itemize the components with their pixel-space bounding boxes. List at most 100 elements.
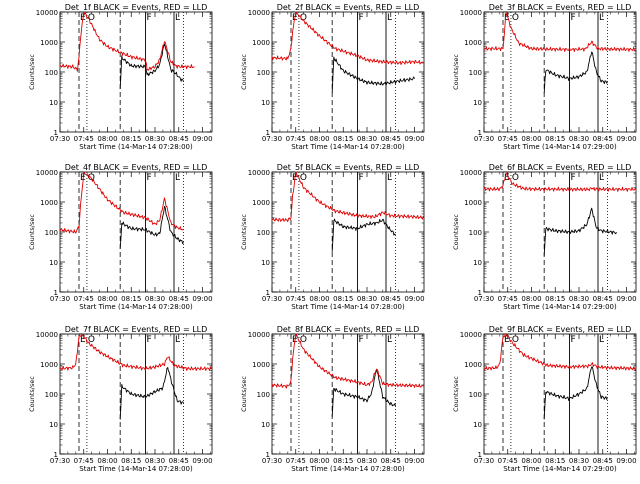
y-tick-label: 10000	[460, 9, 482, 17]
series-group	[272, 172, 424, 252]
chart-panel: Det_2f BLACK = Events, RED = LLD 1 10 100 10…	[240, 3, 425, 151]
x-tick-label: 08:00	[521, 135, 541, 143]
x-tick-label: 08:30	[569, 135, 589, 143]
y-axis-label: Counts/sec	[452, 54, 460, 90]
x-tick-label: 08:15	[121, 457, 141, 465]
plot-frame	[271, 333, 425, 455]
x-tick-label: 09:00	[616, 457, 636, 465]
x-tick-label: 07:45	[498, 295, 518, 303]
chart-title: Det_6f BLACK = Events, RED = LLD	[489, 163, 632, 172]
events-series-line	[331, 218, 396, 252]
plot-frame	[59, 171, 213, 293]
x-tick-label: 08:45	[169, 295, 189, 303]
series-group	[60, 334, 212, 420]
y-tick-label: 1000	[464, 199, 482, 207]
series-group	[272, 12, 424, 93]
x-tick-label: 08:30	[357, 295, 377, 303]
y-axis-label: Counts/sec	[452, 376, 460, 412]
x-tick-label: 08:45	[381, 457, 401, 465]
marker-letter: O	[300, 335, 307, 345]
x-tick-label: 07:30	[262, 295, 282, 303]
chart-title: Det_1f BLACK = Events, RED = LLD	[65, 3, 208, 12]
chart-title: Det_8f BLACK = Events, RED = LLD	[277, 325, 420, 334]
chart-title: Det_5f BLACK = Events, RED = LLD	[277, 163, 420, 172]
y-tick-label: 1	[54, 289, 58, 297]
y-axis-label: Counts/sec	[240, 54, 248, 90]
y-tick-label: 10000	[248, 331, 270, 339]
x-axis-label: Start Time (14-Mar-14 07:28:00)	[291, 143, 405, 151]
x-axis-label: Start Time (14-Mar-14 07:28:00)	[291, 303, 405, 311]
x-axis-label: Start Time (14-Mar-14 07:29:00)	[503, 143, 617, 151]
x-tick-label: 08:15	[121, 295, 141, 303]
x-axis-label: Start Time (14-Mar-14 07:28:00)	[79, 465, 193, 473]
events-series-line	[331, 369, 396, 417]
marker-letter: E	[504, 13, 510, 23]
x-tick-label: 07:45	[286, 135, 306, 143]
marker-letter: L	[599, 335, 604, 345]
events-series-line	[543, 51, 608, 94]
x-tick-label: 08:45	[381, 295, 401, 303]
series-group	[484, 334, 636, 420]
x-tick-label: 09:00	[616, 295, 636, 303]
y-tick-label: 10	[261, 259, 270, 267]
y-tick-label: 100	[257, 229, 270, 237]
y-tick-label: 10	[49, 421, 58, 429]
chart-panel: Det_8f BLACK = Events, RED = LLD 1 10 100 10…	[240, 325, 425, 473]
marker-letter: F	[147, 173, 152, 183]
y-tick-label: 1000	[40, 199, 58, 207]
plot-frame	[483, 333, 637, 455]
marker-letter: E	[504, 335, 510, 345]
y-axis-label: Counts/sec	[240, 214, 248, 250]
x-tick-label: 08:15	[333, 457, 353, 465]
y-tick-label: 100	[469, 229, 482, 237]
y-tick-label: 10000	[248, 9, 270, 17]
x-tick-label: 07:30	[50, 295, 70, 303]
x-tick-label: 09:00	[404, 295, 424, 303]
x-tick-label: 07:45	[286, 295, 306, 303]
chart-title: Det_2f BLACK = Events, RED = LLD	[277, 3, 420, 12]
x-tick-label: 08:45	[593, 457, 613, 465]
y-axis-label: Counts/sec	[28, 54, 36, 90]
series-group	[60, 12, 195, 90]
marker-letter: O	[512, 173, 519, 183]
y-tick-label: 100	[469, 69, 482, 77]
x-axis-label: Start Time (14-Mar-14 07:29:00)	[503, 303, 617, 311]
chart-title: Det_4f BLACK = Events, RED = LLD	[65, 163, 208, 172]
y-tick-label: 1000	[40, 39, 58, 47]
y-tick-label: 1	[266, 451, 270, 459]
marker-letter: O	[512, 335, 519, 345]
y-tick-label: 10	[261, 99, 270, 107]
x-tick-label: 08:45	[381, 135, 401, 143]
marker-letter: L	[387, 173, 392, 183]
series-group	[484, 172, 636, 256]
lld-series-line	[272, 172, 424, 223]
x-tick-label: 07:45	[74, 295, 94, 303]
y-tick-label: 1000	[464, 361, 482, 369]
y-tick-label: 1	[266, 289, 270, 297]
x-tick-label: 08:00	[97, 135, 117, 143]
y-tick-label: 1000	[252, 361, 270, 369]
x-tick-label: 08:00	[521, 457, 541, 465]
x-tick-label: 08:00	[521, 295, 541, 303]
chart-panel: Det_4f BLACK = Events, RED = LLD 1 10 100 10…	[28, 163, 213, 311]
lld-series-line	[272, 334, 424, 389]
y-tick-label: 100	[45, 229, 58, 237]
x-tick-label: 07:30	[262, 135, 282, 143]
x-tick-label: 08:30	[145, 457, 165, 465]
y-axis-label: Counts/sec	[240, 376, 248, 412]
x-tick-label: 07:45	[498, 457, 518, 465]
lld-series-line	[484, 172, 636, 192]
chart-title: Det_9f BLACK = Events, RED = LLD	[489, 325, 632, 334]
y-tick-label: 10000	[36, 331, 58, 339]
plot-frame	[59, 11, 213, 133]
y-tick-label: 10	[473, 421, 482, 429]
marker-letter: L	[175, 335, 180, 345]
x-tick-label: 08:00	[97, 295, 117, 303]
y-tick-label: 10	[261, 421, 270, 429]
y-tick-label: 1	[54, 129, 58, 137]
marker-letter: L	[387, 13, 392, 23]
x-tick-label: 08:45	[593, 135, 613, 143]
x-tick-label: 07:30	[50, 457, 70, 465]
y-axis-label: Counts/sec	[28, 376, 36, 412]
